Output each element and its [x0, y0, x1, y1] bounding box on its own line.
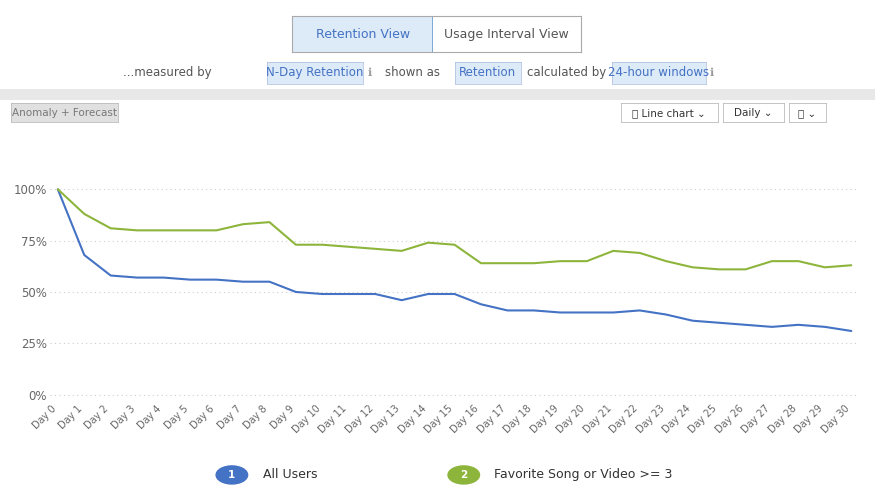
FancyBboxPatch shape — [292, 16, 432, 52]
Text: Anomaly + Forecast: Anomaly + Forecast — [12, 108, 117, 118]
Text: shown as: shown as — [385, 66, 440, 79]
Text: ...measured by: ...measured by — [123, 66, 211, 79]
Text: 2: 2 — [460, 470, 467, 480]
Text: Usage Interval View: Usage Interval View — [444, 28, 568, 41]
Text: All Users: All Users — [262, 468, 317, 481]
Text: ℹ: ℹ — [368, 68, 371, 78]
Text: ℹ: ℹ — [710, 68, 714, 78]
Text: Retention: Retention — [459, 66, 516, 79]
Circle shape — [216, 466, 248, 484]
Text: calculated by: calculated by — [527, 66, 606, 79]
Text: Favorite Song or Video >= 3: Favorite Song or Video >= 3 — [494, 468, 673, 481]
Text: 24-hour windows: 24-hour windows — [608, 66, 710, 79]
Text: Daily ⌄: Daily ⌄ — [734, 108, 773, 118]
Text: N-Day Retention: N-Day Retention — [266, 66, 364, 79]
Text: 🗓 ⌄: 🗓 ⌄ — [799, 108, 816, 118]
Text: Retention View: Retention View — [316, 28, 410, 41]
Text: 1: 1 — [228, 470, 235, 480]
Text: 📈 Line chart ⌄: 📈 Line chart ⌄ — [633, 108, 706, 118]
Circle shape — [448, 466, 480, 484]
